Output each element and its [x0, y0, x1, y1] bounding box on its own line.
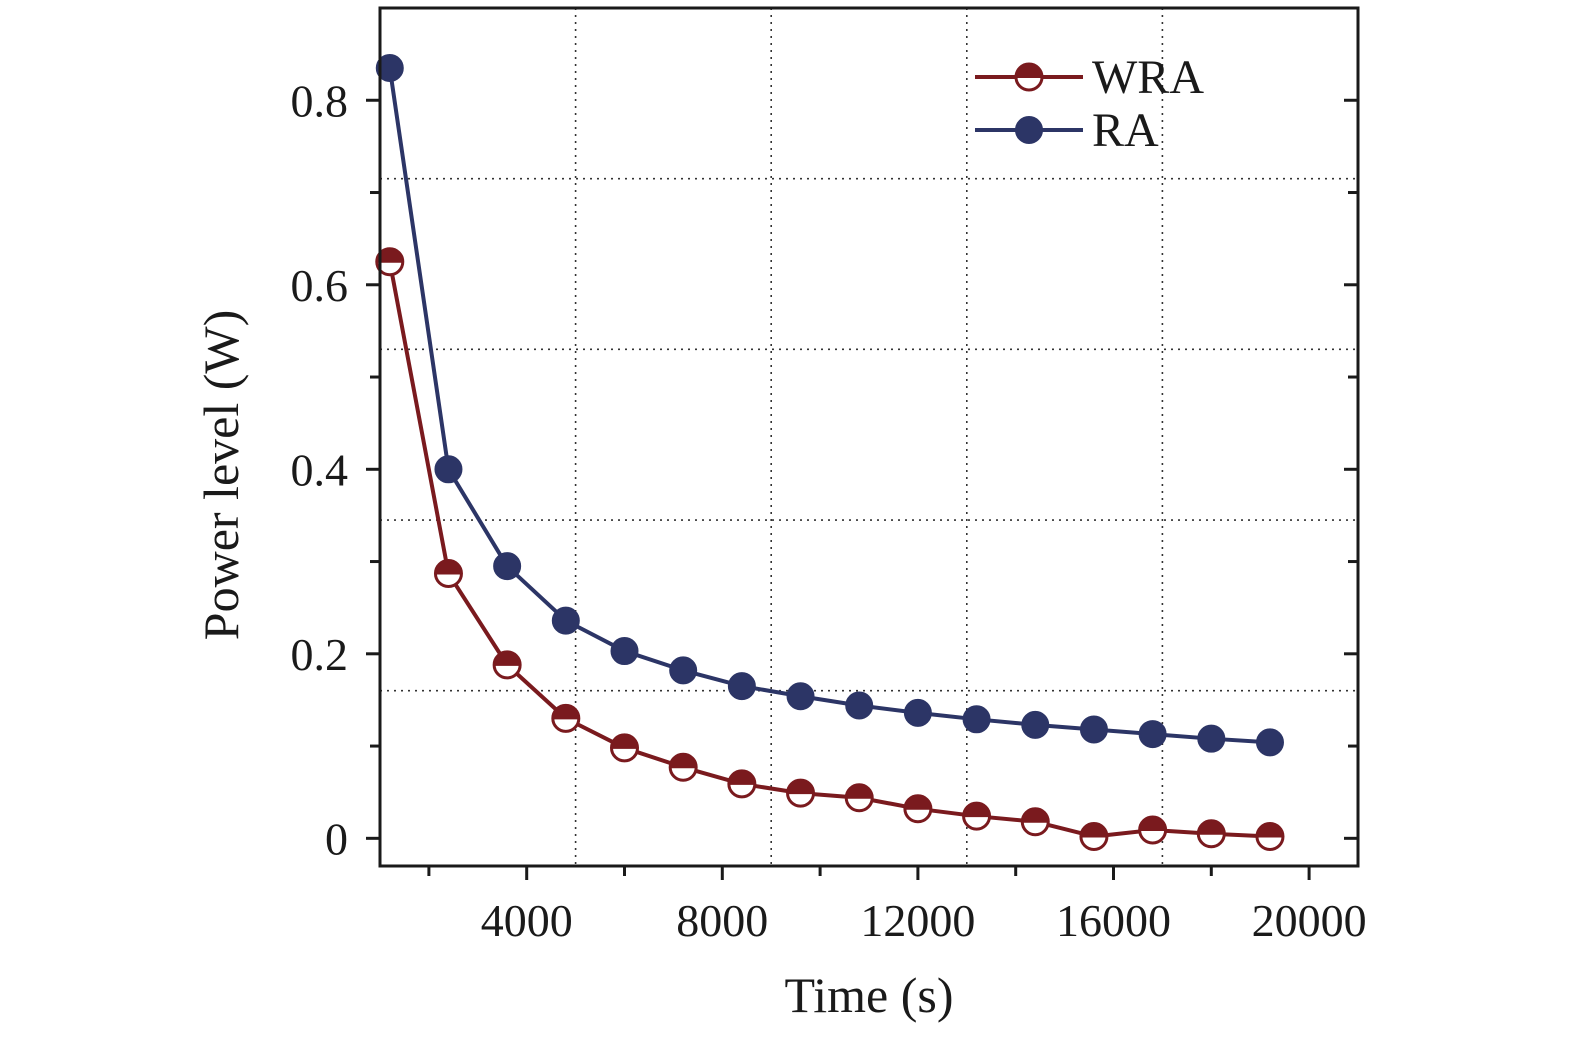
point-wra-5 — [668, 752, 698, 782]
point-wra-14 — [1196, 819, 1226, 849]
point-wra-13 — [1138, 815, 1168, 845]
legend-marker-wra — [1014, 62, 1044, 92]
point-ra-15 — [1255, 728, 1284, 757]
series-line-wra — [387, 261, 1271, 839]
x-tick-label-0: 4000 — [481, 895, 573, 946]
point-wra-9 — [903, 794, 933, 824]
point-wra-1 — [433, 559, 463, 589]
point-ra-5 — [669, 656, 698, 685]
x-tick-label-3: 16000 — [1056, 895, 1171, 946]
point-wra-7 — [786, 778, 816, 808]
point-ra-10 — [962, 705, 991, 734]
tick-labels: 4000 8000 12000 16000 20000 0 0.2 0.4 0.6 0.8 — [291, 75, 1367, 946]
point-ra-12 — [1079, 715, 1108, 744]
point-wra-3 — [551, 703, 581, 733]
point-wra-8 — [844, 783, 874, 813]
point-wra-12 — [1079, 821, 1109, 851]
point-wra-2 — [492, 650, 522, 680]
point-wra-0 — [375, 247, 405, 277]
series-line-ra — [387, 67, 1271, 745]
point-ra-6 — [727, 672, 756, 701]
y-tick-label-0: 0 — [325, 813, 348, 864]
y-tick-label-2: 0.4 — [291, 444, 349, 495]
series-layer — [375, 53, 1285, 851]
point-ra-9 — [903, 698, 932, 727]
point-ra-4 — [610, 637, 639, 666]
point-wra-15 — [1255, 821, 1285, 851]
legend-label-ra: RA — [1092, 104, 1159, 157]
point-ra-7 — [786, 682, 815, 711]
point-wra-11 — [1020, 807, 1050, 837]
x-tick-label-2: 12000 — [860, 895, 975, 946]
point-ra-0 — [375, 53, 404, 82]
point-ra-8 — [845, 691, 874, 720]
legend-label-wra: WRA — [1092, 51, 1204, 104]
x-tick-label-4: 20000 — [1252, 895, 1367, 946]
point-wra-10 — [962, 801, 992, 831]
point-ra-11 — [1021, 710, 1050, 739]
point-ra-14 — [1197, 724, 1226, 753]
x-tick-label-1: 8000 — [676, 895, 768, 946]
point-wra-6 — [727, 769, 757, 799]
y-axis-title: Power level (W) — [193, 310, 249, 640]
y-tick-label-3: 0.6 — [291, 260, 349, 311]
point-ra-3 — [551, 606, 580, 635]
point-ra-2 — [493, 552, 522, 581]
axis-ticks — [366, 98, 1358, 880]
x-axis-title: Time (s) — [784, 967, 953, 1023]
y-tick-label-1: 0.2 — [291, 629, 349, 680]
point-wra-4 — [610, 733, 639, 763]
point-ra-13 — [1138, 720, 1167, 749]
point-ra-1 — [434, 455, 463, 484]
y-tick-label-4: 0.8 — [291, 75, 349, 126]
legend-marker-ra — [1015, 116, 1043, 144]
plot-frame — [378, 6, 1360, 868]
